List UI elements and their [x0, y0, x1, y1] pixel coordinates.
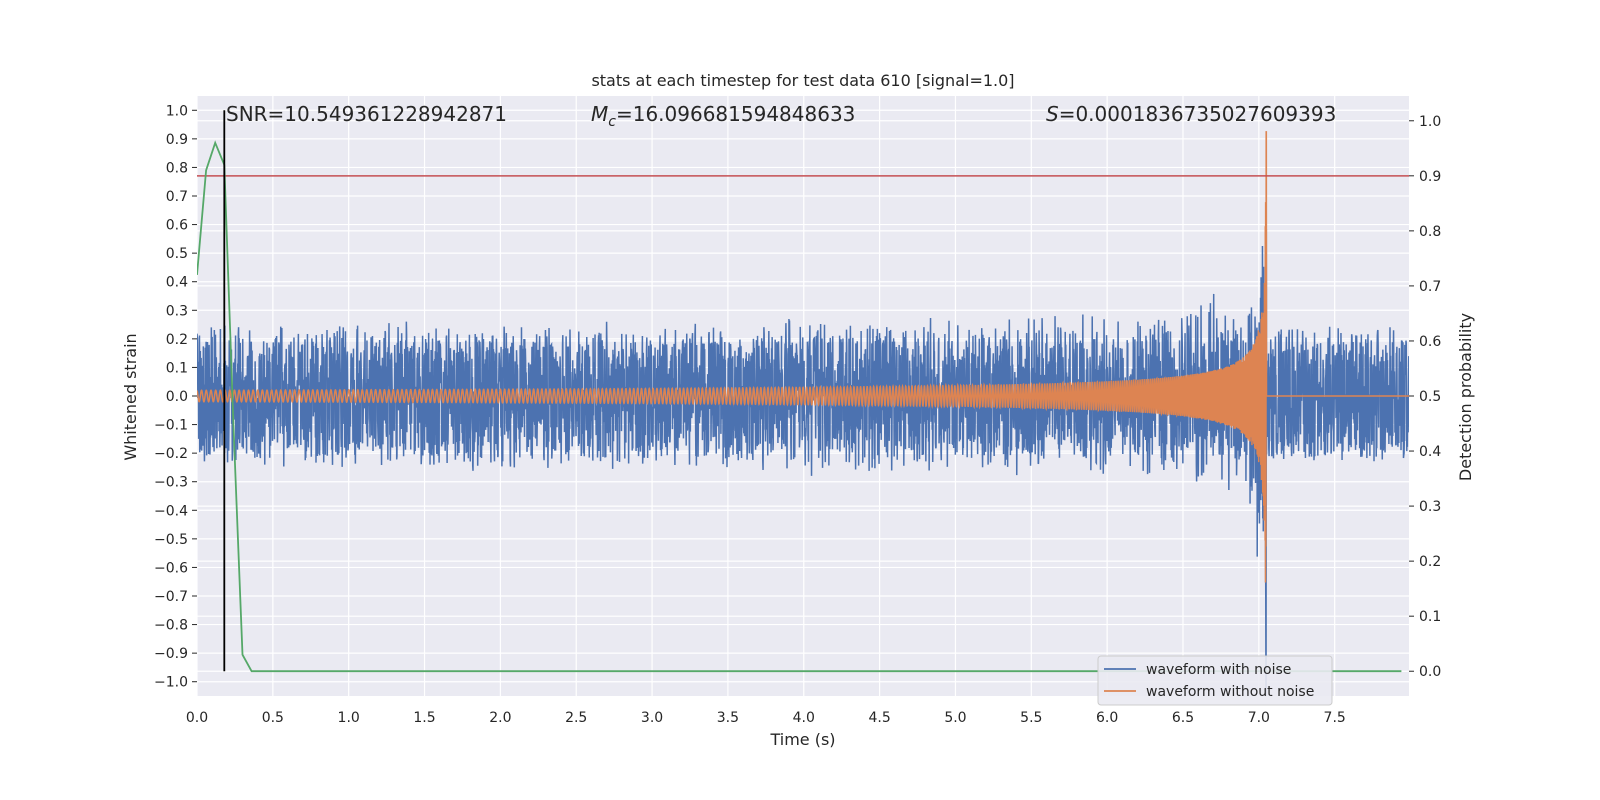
y-tick-label: −0.8 — [154, 618, 188, 634]
y-tick-label: −1.0 — [154, 675, 188, 691]
series-layer — [197, 110, 1409, 696]
y-tick-label: −0.3 — [154, 475, 188, 491]
x-tick-label: 0.5 — [262, 710, 284, 726]
y2-tick-label: 0.7 — [1419, 279, 1441, 295]
x-tick-label: 3.5 — [717, 710, 739, 726]
y2-tick-label: 0.8 — [1419, 224, 1441, 240]
x-axis-ticks: 0.0 0.5 1.0 1.5 2.0 2.5 3.0 3.5 4.0 4.5 5.0 5.5 6.0 6… — [186, 710, 1346, 726]
y2-tick-label: 0.3 — [1419, 499, 1441, 515]
series-waveform-with-noise — [197, 228, 1409, 696]
y-tick-label: 0.4 — [166, 275, 188, 291]
y-tick-label: 0.9 — [166, 132, 188, 148]
x-tick-label: 7.5 — [1324, 710, 1346, 726]
snr-annotation: SNR=10.549361228942871 — [226, 102, 507, 126]
x-tick-label: 1.0 — [338, 710, 360, 726]
series-waveform-without-noise — [197, 131, 1409, 583]
chirp-mass-annotation: Mc=16.096681594848633 — [591, 102, 855, 130]
x-tick-label: 5.0 — [944, 710, 966, 726]
chart-title: stats at each timestep for test data 610… — [591, 71, 1014, 90]
x-axis-label: Time (s) — [769, 730, 835, 749]
y2-axis-ticks: 0.0 0.1 0.2 0.3 0.4 0.5 0.6 0.7 0.8 0.9 1.0 — [1409, 114, 1441, 680]
y2-tick-label: 0.1 — [1419, 609, 1441, 625]
y2-tick-label: 0.9 — [1419, 169, 1441, 185]
x-tick-label: 4.5 — [868, 710, 890, 726]
y-tick-label: −0.6 — [154, 560, 188, 576]
y-tick-label: 0.5 — [166, 246, 188, 262]
x-tick-label: 7.0 — [1248, 710, 1270, 726]
y2-tick-label: 0.0 — [1419, 664, 1441, 680]
legend-label-noise: waveform with noise — [1146, 662, 1291, 678]
x-tick-label: 1.5 — [413, 710, 435, 726]
y-tick-label: −0.2 — [154, 446, 188, 462]
x-tick-label: 6.5 — [1172, 710, 1194, 726]
y-tick-label: −0.5 — [154, 532, 188, 548]
y-tick-label: −0.1 — [154, 418, 188, 434]
x-tick-label: 2.5 — [565, 710, 587, 726]
x-tick-label: 2.0 — [489, 710, 511, 726]
y2-tick-label: 0.4 — [1419, 444, 1441, 460]
x-tick-label: 3.0 — [641, 710, 663, 726]
y-tick-label: 1.0 — [166, 103, 188, 119]
y-tick-label: −0.9 — [154, 646, 188, 662]
x-tick-label: 4.0 — [793, 710, 815, 726]
legend-label-clean: waveform without noise — [1146, 684, 1314, 700]
s-annotation: S=0.0001836735027609393 — [1046, 102, 1336, 126]
legend: waveform with noise waveform without noi… — [1097, 655, 1333, 706]
y-tick-label: −0.4 — [154, 503, 188, 519]
y-tick-label: 0.7 — [166, 189, 188, 205]
y2-axis-label: Detection probability — [1456, 313, 1475, 481]
x-tick-label: 5.5 — [1020, 710, 1042, 726]
x-tick-label: 0.0 — [186, 710, 208, 726]
legend-box — [1097, 655, 1333, 706]
y-tick-label: 0.8 — [166, 160, 188, 176]
y2-tick-label: 0.5 — [1419, 389, 1441, 405]
series-detection-probability — [197, 140, 1402, 673]
y-tick-label: 0.6 — [166, 218, 188, 234]
y2-tick-label: 0.6 — [1419, 334, 1441, 350]
y-tick-label: 0.1 — [166, 360, 188, 376]
y-tick-label: 0.3 — [166, 303, 188, 319]
y-tick-label: 0.2 — [166, 332, 188, 348]
y-axis-label: Whitened strain — [121, 333, 140, 460]
x-tick-label: 6.0 — [1096, 710, 1118, 726]
y2-tick-label: 1.0 — [1419, 114, 1441, 130]
y-axis-ticks: −1.0 −0.9 −0.8 −0.7 −0.6 −0.5 −0.4 −0.3 −0.2 −0.1… — [154, 103, 197, 691]
y-tick-label: 0.0 — [166, 389, 188, 405]
y2-tick-label: 0.2 — [1419, 554, 1441, 570]
y-tick-label: −0.7 — [154, 589, 188, 605]
